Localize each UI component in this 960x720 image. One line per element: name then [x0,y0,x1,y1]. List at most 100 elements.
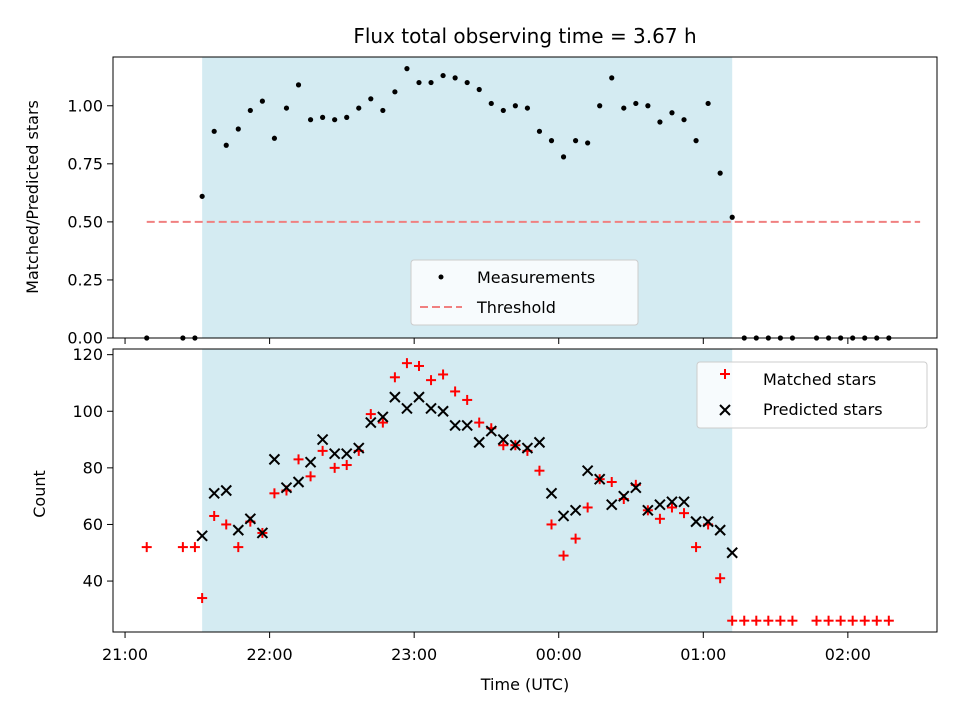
predicted-star-marker [232,524,244,536]
matched-star-marker [775,615,786,626]
predicted-star-marker [280,481,293,494]
bottom-axes-frame [112,348,938,633]
matched-star-marker [233,542,244,553]
measurement-point [211,128,217,134]
predicted-star-marker [196,530,208,542]
y-tick-label: 40 [83,572,103,591]
matched-star-marker [305,471,316,482]
bottom-data-layer [141,358,894,626]
predicted-star-marker [714,524,726,536]
predicted-star-marker [244,513,257,525]
measurement-point [223,142,229,148]
matched-star-marker [438,369,449,380]
measurement-point [320,114,326,120]
predicted-star-marker [292,476,305,488]
matched-star-marker [727,615,738,626]
measurement-point [380,107,386,114]
matched-star-marker [715,573,726,584]
measurement-point [428,79,434,86]
predicted-star-marker [437,405,449,417]
measurement-point [548,138,555,144]
matched-star-marker [209,510,220,521]
measurement-point [344,114,350,120]
x-tick-label: 00:00 [536,645,582,664]
matched-star-marker [558,550,569,561]
matched-star-marker [269,488,280,499]
measurement-point [512,103,518,109]
predicted-star-marker [256,527,269,539]
predicted-star-marker [678,496,690,508]
predicted-star-marker [316,433,329,446]
legend-matched-marker [720,369,730,379]
y-tick-label: 0.25 [67,270,103,289]
matched-star-marker [859,615,870,626]
matched-star-marker [474,417,485,428]
predicted-star-marker [449,419,461,432]
predicted-star-marker [413,391,425,403]
bottom-legend-box [696,361,928,429]
predicted-star-marker [545,487,558,500]
legend-predicted-label: Predicted stars [763,400,883,419]
measurement-point [440,72,446,79]
measurement-point [259,98,265,104]
matched-star-marker [177,542,188,553]
measurement-point [247,107,253,114]
matched-star-marker [811,615,822,626]
predicted-star-marker [654,498,666,511]
predicted-star-marker [606,498,618,511]
predicted-star-marker [377,411,389,423]
predicted-star-marker [485,425,497,437]
matched-star-marker [317,445,328,456]
predicted-star-marker [461,419,473,432]
matched-star-marker [197,593,208,604]
matched-star-marker [329,462,340,473]
measurement-point [572,138,579,144]
y-tick-label: 0.75 [67,154,103,173]
matched-star-marker [462,394,473,405]
measurement-point [621,105,627,111]
matched-star-marker [835,615,846,626]
measurement-point [585,140,591,146]
predicted-star-marker [268,453,281,466]
matched-star-marker [426,375,437,386]
matched-star-marker [739,615,750,626]
y-tick-label: 80 [83,458,103,477]
predicted-star-marker [593,473,606,485]
matched-star-marker [606,477,617,488]
matched-star-marker [341,460,352,471]
matched-star-marker [847,615,858,626]
x-tick-label: 22:00 [247,645,293,664]
matched-star-marker [546,519,557,530]
top-legend: Measurements Threshold [410,259,639,326]
bottom-legend: Matched stars Predicted stars [696,361,928,429]
matched-star-marker [666,502,677,513]
measurement-point [645,103,651,109]
predicted-star-marker [208,487,220,500]
predicted-star-marker [401,402,413,415]
predicted-star-marker [569,504,582,517]
measurement-point [633,100,639,107]
y-tick-label: 100 [72,402,103,421]
predicted-star-marker [304,456,317,468]
legend-matched-label: Matched stars [763,370,876,389]
bottom-x-ticks: 21:00 22:00 23:00 00:00 01:00 02:00 [102,632,871,664]
matched-star-marker [751,615,762,626]
matched-star-marker [377,417,388,428]
matched-star-marker [293,454,304,465]
measurement-point [404,66,410,72]
legend-threshold-label: Threshold [476,298,556,317]
y-tick-label: 120 [72,345,103,364]
matched-star-marker [883,615,894,626]
measurement-point [464,79,470,86]
measurement-point [705,100,711,107]
measurement-point [717,170,723,176]
bottom-panel: 40 60 80 100 120 21:00 22:00 23:00 00:00 01:00 02… [30,345,938,694]
predicted-star-marker [702,515,714,528]
measurement-point [368,96,374,102]
measurement-point [199,193,205,199]
matched-star-marker [534,465,545,476]
predicted-star-marker [630,481,642,494]
measurement-point [500,107,506,114]
measurement-point [560,154,567,160]
